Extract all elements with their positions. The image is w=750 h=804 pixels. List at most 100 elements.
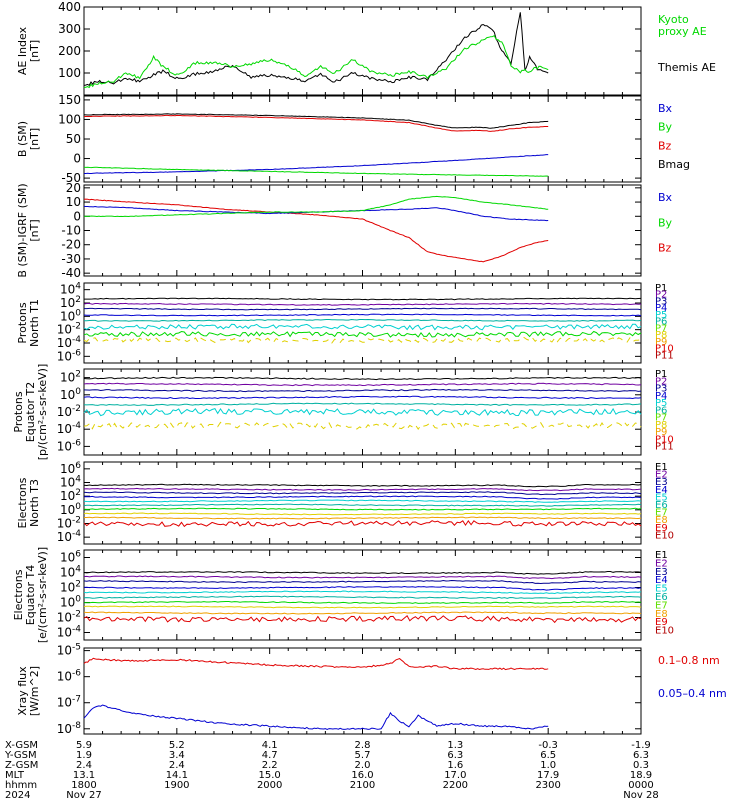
y-axis-label: Protons [16, 302, 29, 343]
level-line-purple [83, 487, 642, 492]
axis-row-label: 2024 [5, 790, 30, 800]
legend-item: Bmag [658, 158, 690, 171]
y-tick-label: 10-7 [57, 695, 81, 710]
panel-frame-electrons_north [83, 461, 642, 545]
axis-table-value: 0000 [628, 780, 653, 791]
axis-table-value: 0.3 [633, 760, 649, 771]
axis-table-value: Nov 28 [623, 790, 658, 800]
panel-frame-ae [83, 6, 642, 96]
y-tick-label: 104 [60, 565, 81, 580]
legend-item-p8: P8 [655, 420, 667, 431]
panel-frame-bdiff [83, 184, 642, 277]
y-tick-label: 10-4 [57, 625, 82, 640]
axis-table-value: 5.2 [169, 740, 185, 751]
level-line-purple [83, 302, 642, 306]
series-line-themis-ae [83, 12, 549, 86]
axis-table-value: 15.0 [259, 770, 281, 781]
legend-item-p7: P7 [655, 323, 667, 334]
legend-item-p2: P2 [655, 290, 667, 301]
axis-table-value: 17.9 [537, 770, 559, 781]
y-tick-label: 10-6 [57, 348, 82, 363]
legend-item-p6: P6 [655, 405, 667, 416]
legend-item-p11: P11 [655, 350, 674, 361]
y-tick-label: 100 [58, 66, 81, 80]
level-line-navy [83, 579, 642, 585]
y-axis-label: Protons [12, 391, 25, 432]
series-line-bz [83, 114, 549, 132]
legend-item-e9: E9 [655, 523, 668, 534]
series-line-bx [83, 205, 549, 222]
y-axis-label: [p/(cm²-s-sr-keV)] [36, 364, 49, 461]
y-axis-label: B (SM)-IGRF (SM) [16, 183, 29, 277]
level-line-green [83, 330, 642, 338]
legend-item-p5: P5 [655, 398, 667, 409]
axis-table-value: 14.1 [166, 770, 188, 781]
y-tick-label: 100 [60, 308, 81, 323]
legend-item: Kyoto [658, 13, 689, 26]
axis-table-value: 4.1 [262, 740, 278, 751]
level-line-red [83, 520, 642, 528]
legend-item-e2: E2 [655, 558, 668, 569]
y-tick-label: 106 [60, 461, 81, 476]
axis-table-value: 1.9 [76, 750, 92, 761]
level-line-cyan [83, 323, 642, 331]
axis-table-value: 1.0 [540, 760, 556, 771]
level-line-orange [83, 611, 642, 615]
level-line-black [83, 483, 642, 488]
y-tick-label: -50 [61, 171, 81, 185]
legend-item-e6: E6 [655, 592, 668, 603]
y-tick-label: 10-2 [57, 516, 81, 531]
legend-item-p3: P3 [655, 384, 667, 395]
panel-frame-electrons_equator [83, 549, 642, 641]
legend-item-p6: P6 [655, 317, 667, 328]
y-axis-label: Equator T4 [24, 565, 37, 625]
axis-table-value: 2.8 [355, 740, 371, 751]
y-tick-label: 50 [66, 132, 81, 146]
y-axis-label: North T1 [28, 299, 41, 347]
axis-row-label: hhmm [5, 780, 37, 791]
y-axis-label: [W/m^2] [28, 666, 41, 716]
y-tick-label: 106 [60, 550, 81, 565]
y-tick-label: 0 [73, 209, 81, 223]
axis-table-value: -1.9 [631, 740, 651, 751]
level-line-blue [83, 585, 642, 591]
y-axis-label: [e/(cm²-s-sr-keV)] [36, 547, 49, 643]
legend-item: Bx [658, 191, 673, 204]
y-tick-label: 10 [66, 195, 81, 209]
legend-item-p10: P10 [655, 344, 674, 355]
level-line-teal [83, 402, 642, 406]
y-axis-label: Electrons [12, 569, 25, 620]
legend-item-e1: E1 [655, 550, 668, 561]
axis-table-value: 4.7 [262, 750, 278, 761]
y-tick-label: -40 [61, 266, 81, 280]
series-line-bx [84, 154, 549, 174]
series-line-bz [83, 198, 549, 263]
axis-table-value: 1.6 [447, 760, 463, 771]
level-line-orange [84, 516, 642, 520]
legend-item-p4: P4 [655, 391, 667, 402]
axis-table-value: 6.5 [540, 750, 556, 761]
axis-table-value: 2100 [350, 780, 375, 791]
axis-table-value: 5.9 [76, 740, 92, 751]
level-line-teal [83, 503, 642, 507]
level-line-cyan [83, 499, 642, 503]
y-tick-label: -30 [61, 252, 81, 266]
y-tick-label: 10-4 [57, 335, 82, 350]
level-line-yellow [83, 421, 642, 430]
y-tick-label: -10 [61, 224, 81, 238]
legend-item-e6: E6 [655, 500, 668, 511]
series-line-bmag [83, 113, 549, 129]
series-line-0-05-0-4-nm [83, 704, 549, 731]
y-tick-label: 100 [60, 387, 81, 402]
legend-item: 0.05–0.4 nm [658, 687, 727, 700]
legend-item: Bx [658, 102, 673, 115]
level-line-black [84, 297, 642, 301]
legend-item-e4: E4 [655, 575, 668, 586]
level-line-cyan [83, 407, 642, 417]
legend-item: Bz [658, 242, 672, 255]
legend-item-p7: P7 [655, 413, 667, 424]
legend-item-e4: E4 [655, 485, 668, 496]
level-line-blue [83, 495, 642, 500]
axis-table-value: 18.9 [630, 770, 652, 781]
